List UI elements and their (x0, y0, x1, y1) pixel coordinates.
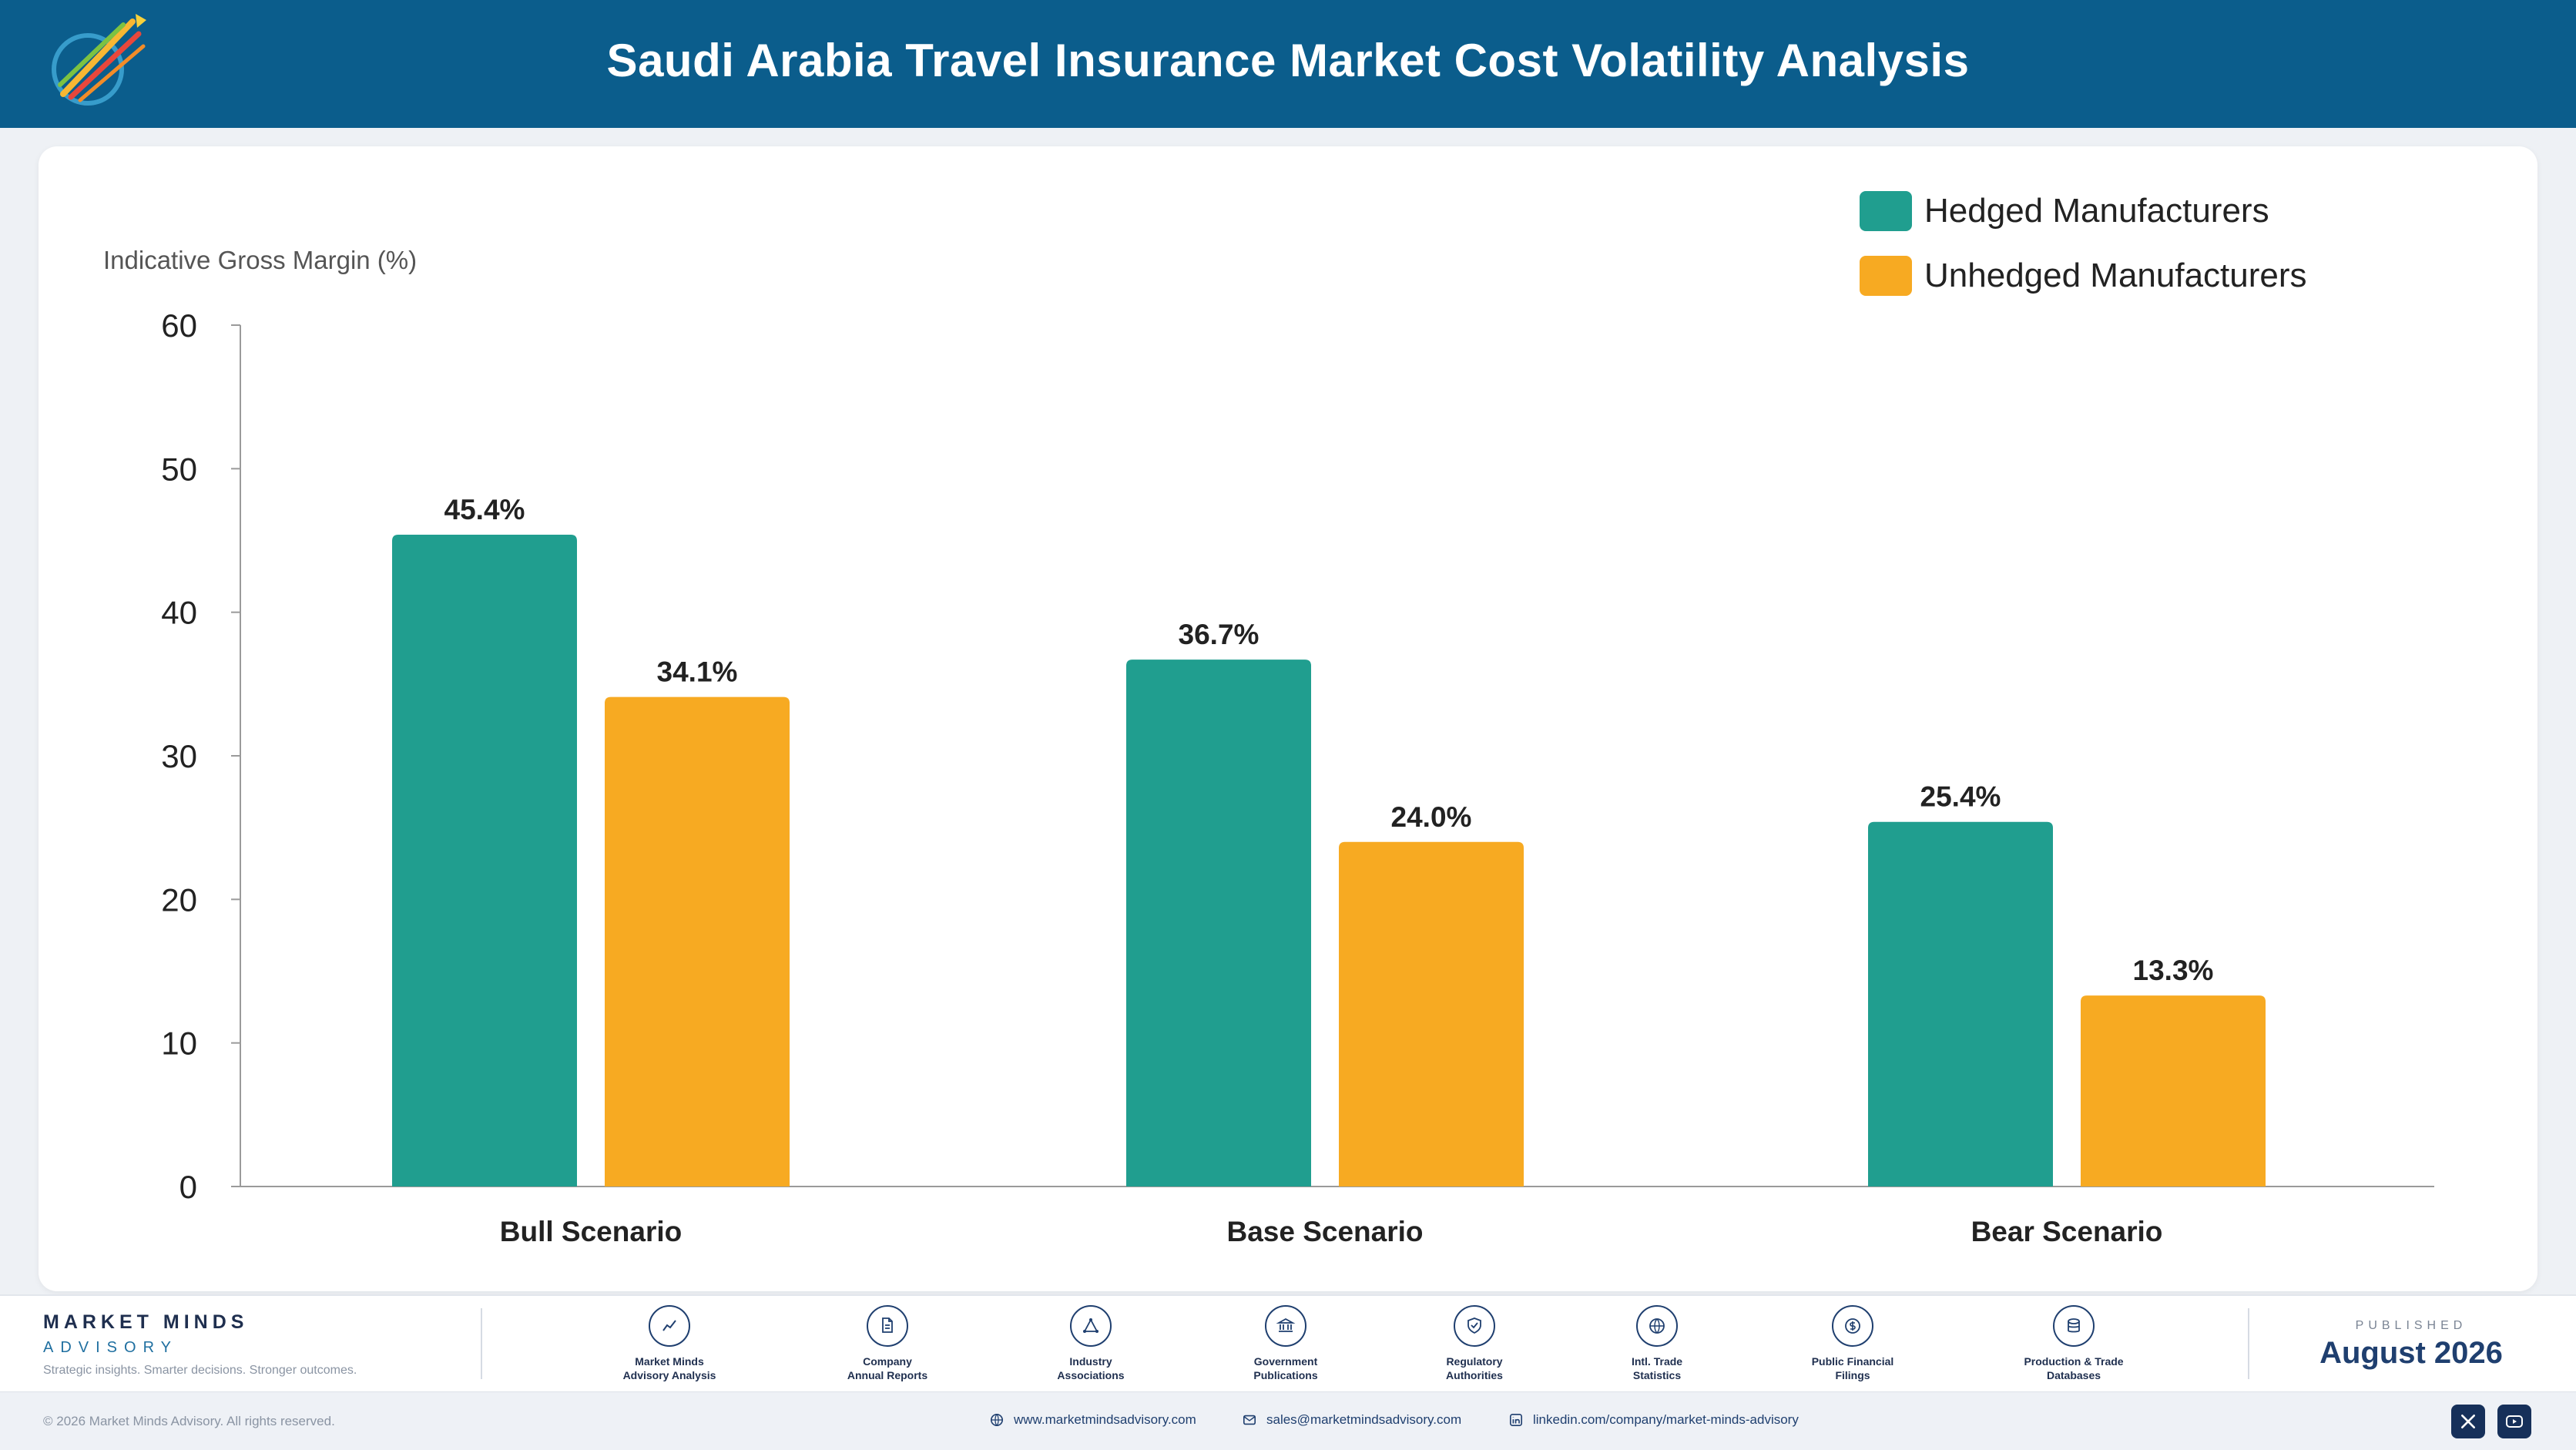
linkedin-link[interactable]: linkedin.com/company/market-minds-adviso… (1508, 1412, 1799, 1428)
company-logo (52, 14, 146, 106)
youtube-icon (2506, 1415, 2523, 1428)
source-label: Regulatory Authorities (1446, 1355, 1503, 1381)
bar-value-label: 34.1% (657, 656, 738, 688)
x-category-label: Base Scenario (1226, 1216, 1423, 1247)
x-category-label: Bear Scenario (1971, 1216, 2163, 1247)
source-label: Government Publications (1253, 1355, 1318, 1381)
divider (2248, 1308, 2249, 1379)
y-tick-label: 30 (161, 738, 197, 774)
trend-line-icon (649, 1305, 690, 1347)
y-axis-label: Indicative Gross Margin (%) (103, 246, 417, 274)
bar-value-label: 25.4% (1920, 781, 2001, 813)
bar-value-label: 45.4% (444, 494, 525, 525)
source-label: Public Financial Filings (1811, 1355, 1894, 1381)
source-label: Market Minds Advisory Analysis (622, 1355, 716, 1381)
legend-label: Unhedged Manufacturers (1924, 257, 2307, 294)
brand-tagline: Strategic insights. Smarter decisions. S… (43, 1364, 357, 1377)
bar-value-label: 24.0% (1391, 801, 1472, 833)
youtube-social-button[interactable] (2497, 1405, 2531, 1438)
y-tick-label: 0 (179, 1169, 197, 1205)
bar (1868, 821, 2053, 1187)
email-link[interactable]: sales@marketmindsadvisory.com (1242, 1412, 1461, 1428)
source-label: Intl. Trade Statistics (1631, 1355, 1683, 1381)
bar-value-label: 36.7% (1179, 619, 1259, 650)
bar (1126, 660, 1311, 1187)
website-link[interactable]: www.marketmindsadvisory.com (989, 1412, 1196, 1428)
dollar-coin-icon (1832, 1305, 1873, 1347)
source-label: Industry Associations (1057, 1355, 1125, 1381)
linkedin-text[interactable]: linkedin.com/company/market-minds-adviso… (1533, 1412, 1799, 1427)
source-item: Company Annual Reports (810, 1305, 964, 1382)
mail-icon (1242, 1412, 1257, 1428)
source-item: Intl. Trade Statistics (1580, 1305, 1734, 1382)
published-label: PUBLISHED (2355, 1319, 2467, 1332)
source-item: Public Financial Filings (1776, 1305, 1930, 1382)
linkedin-icon (1508, 1412, 1524, 1428)
bar (605, 696, 790, 1187)
y-tick-label: 40 (161, 595, 197, 631)
document-icon (867, 1305, 908, 1347)
footer-contact-band: © 2026 Market Minds Advisory. All rights… (0, 1391, 2576, 1450)
legend-swatch (1860, 191, 1912, 231)
bar-value-label: 13.3% (2133, 955, 2214, 986)
website-text[interactable]: www.marketmindsadvisory.com (1014, 1412, 1196, 1427)
source-item: Market Minds Advisory Analysis (592, 1305, 746, 1382)
footer-sources-band: MARKET MINDS ADVISORY Strategic insights… (0, 1294, 2576, 1391)
database-icon (2053, 1305, 2095, 1347)
brand-subtitle: ADVISORY (43, 1339, 178, 1356)
copyright-text: © 2026 Market Minds Advisory. All rights… (43, 1414, 335, 1428)
government-building-icon (1265, 1305, 1306, 1347)
globe-icon (1636, 1305, 1678, 1347)
globe-icon (989, 1412, 1005, 1428)
y-tick-label: 50 (161, 451, 197, 487)
source-label: Production & Trade Databases (2024, 1355, 2124, 1381)
divider (481, 1308, 482, 1379)
y-tick-label: 20 (161, 881, 197, 918)
legend-label: Hedged Manufacturers (1924, 192, 2269, 230)
shield-check-icon (1454, 1305, 1495, 1347)
source-item: Production & Trade Databases (1997, 1305, 2151, 1382)
email-text[interactable]: sales@marketmindsadvisory.com (1266, 1412, 1462, 1427)
x-logo-icon (2460, 1414, 2476, 1429)
network-icon (1070, 1305, 1112, 1347)
x-social-button[interactable] (2451, 1405, 2485, 1438)
bar (392, 535, 577, 1187)
page-title: Saudi Arabia Travel Insurance Market Cos… (606, 35, 1970, 86)
header-bar: Saudi Arabia Travel Insurance Market Cos… (0, 0, 2576, 128)
bar-chart: Indicative Gross Margin (%) 0 10 20 30 40 50 60… (103, 191, 2434, 1247)
source-item: Government Publications (1209, 1305, 1363, 1382)
y-tick-label: 10 (161, 1025, 197, 1062)
y-tick-label: 60 (161, 307, 197, 344)
source-label: Company Annual Reports (847, 1355, 928, 1381)
source-item: Regulatory Authorities (1397, 1305, 1551, 1382)
bar (1339, 841, 1524, 1187)
x-category-label: Bull Scenario (500, 1216, 682, 1247)
legend-swatch (1860, 256, 1912, 296)
published-date: August 2026 (2319, 1336, 2503, 1370)
bar (2081, 995, 2266, 1187)
source-item: Industry Associations (1014, 1305, 1168, 1382)
brand-name: MARKET MINDS (43, 1311, 249, 1333)
